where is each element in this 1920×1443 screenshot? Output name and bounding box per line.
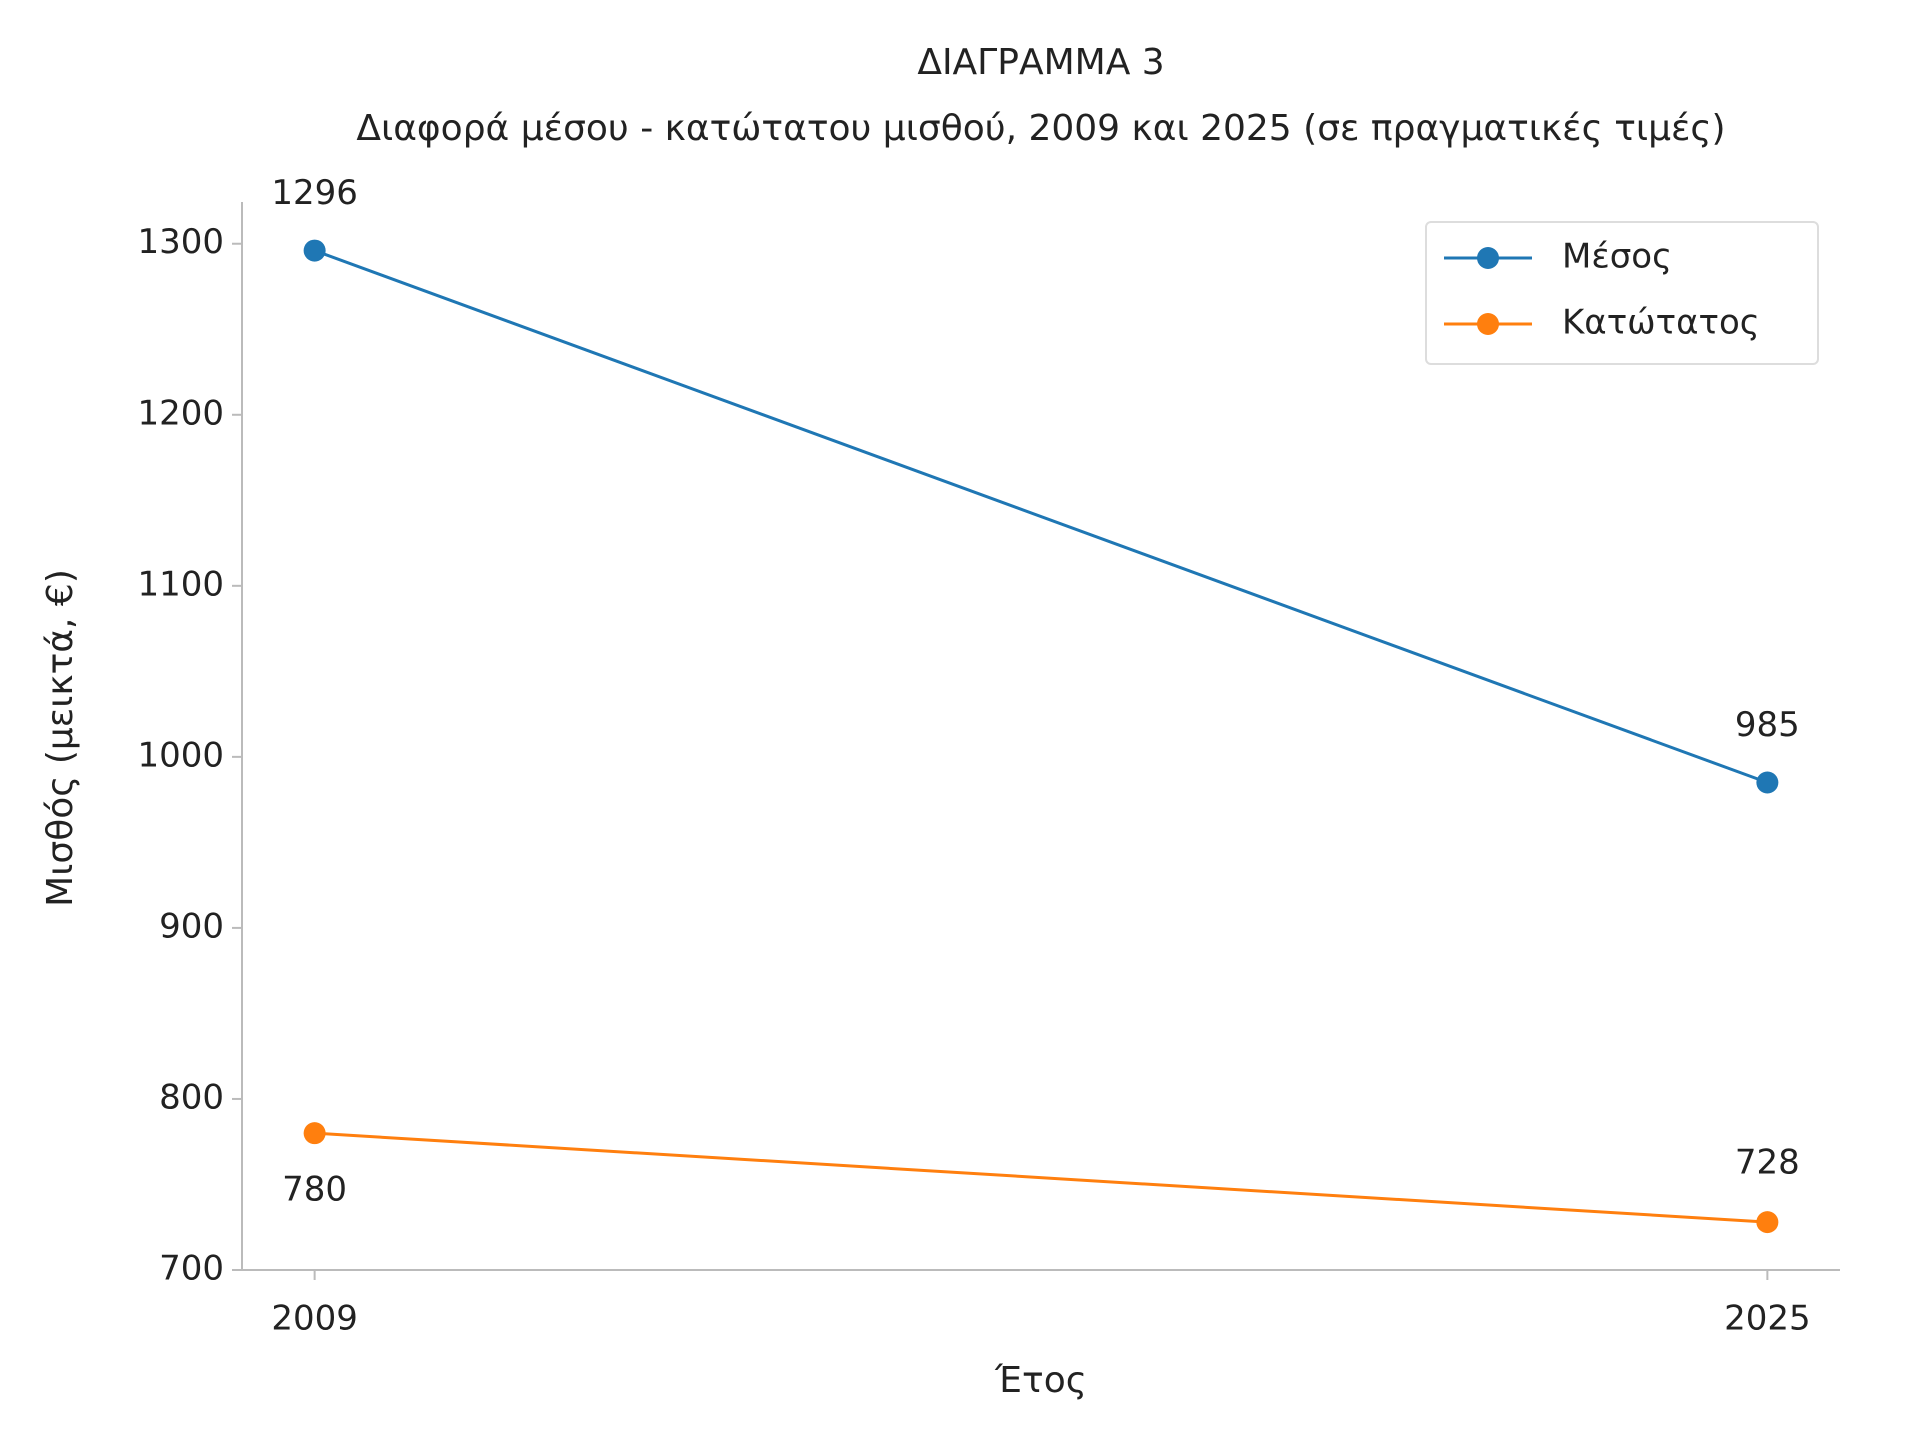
- data-point: [1756, 771, 1779, 794]
- data-point: [1756, 1211, 1779, 1234]
- data-label: 780: [282, 1170, 347, 1210]
- chart-subtitle: Διαφορά μέσου - κατώτατου μισθού, 2009 κ…: [356, 108, 1725, 149]
- y-tick-label: 1200: [137, 393, 224, 433]
- y-tick-label: 900: [159, 906, 224, 946]
- y-tick-label: 700: [159, 1249, 224, 1289]
- x-tick-label: 2025: [1724, 1299, 1811, 1339]
- data-label: 728: [1735, 1143, 1800, 1183]
- data-point: [303, 1122, 326, 1145]
- legend-marker: [1477, 313, 1499, 335]
- series-line: [314, 1131, 1768, 1224]
- data-point: [303, 239, 326, 262]
- chart-title: ΔΙΑΓΡΑΜΜΑ 3: [917, 42, 1164, 83]
- y-tick-label: 1100: [137, 564, 224, 604]
- legend: Μέσος Κατώτατος: [1425, 221, 1819, 365]
- y-tick-label: 1000: [137, 735, 224, 775]
- legend-marker: [1477, 247, 1499, 269]
- legend-label: Κατώτατος: [1562, 303, 1760, 343]
- y-tick-label: 1300: [137, 222, 224, 262]
- x-axis-label: Έτος: [994, 1360, 1087, 1401]
- data-label: 985: [1735, 705, 1800, 745]
- data-label: 1296: [271, 173, 358, 213]
- y-axis-label: Μισθός (μεικτά, €): [40, 569, 81, 907]
- x-tick-label: 2009: [271, 1299, 358, 1339]
- legend-label: Μέσος: [1562, 237, 1672, 277]
- y-tick-label: 800: [159, 1077, 224, 1117]
- series-line: [314, 249, 1768, 784]
